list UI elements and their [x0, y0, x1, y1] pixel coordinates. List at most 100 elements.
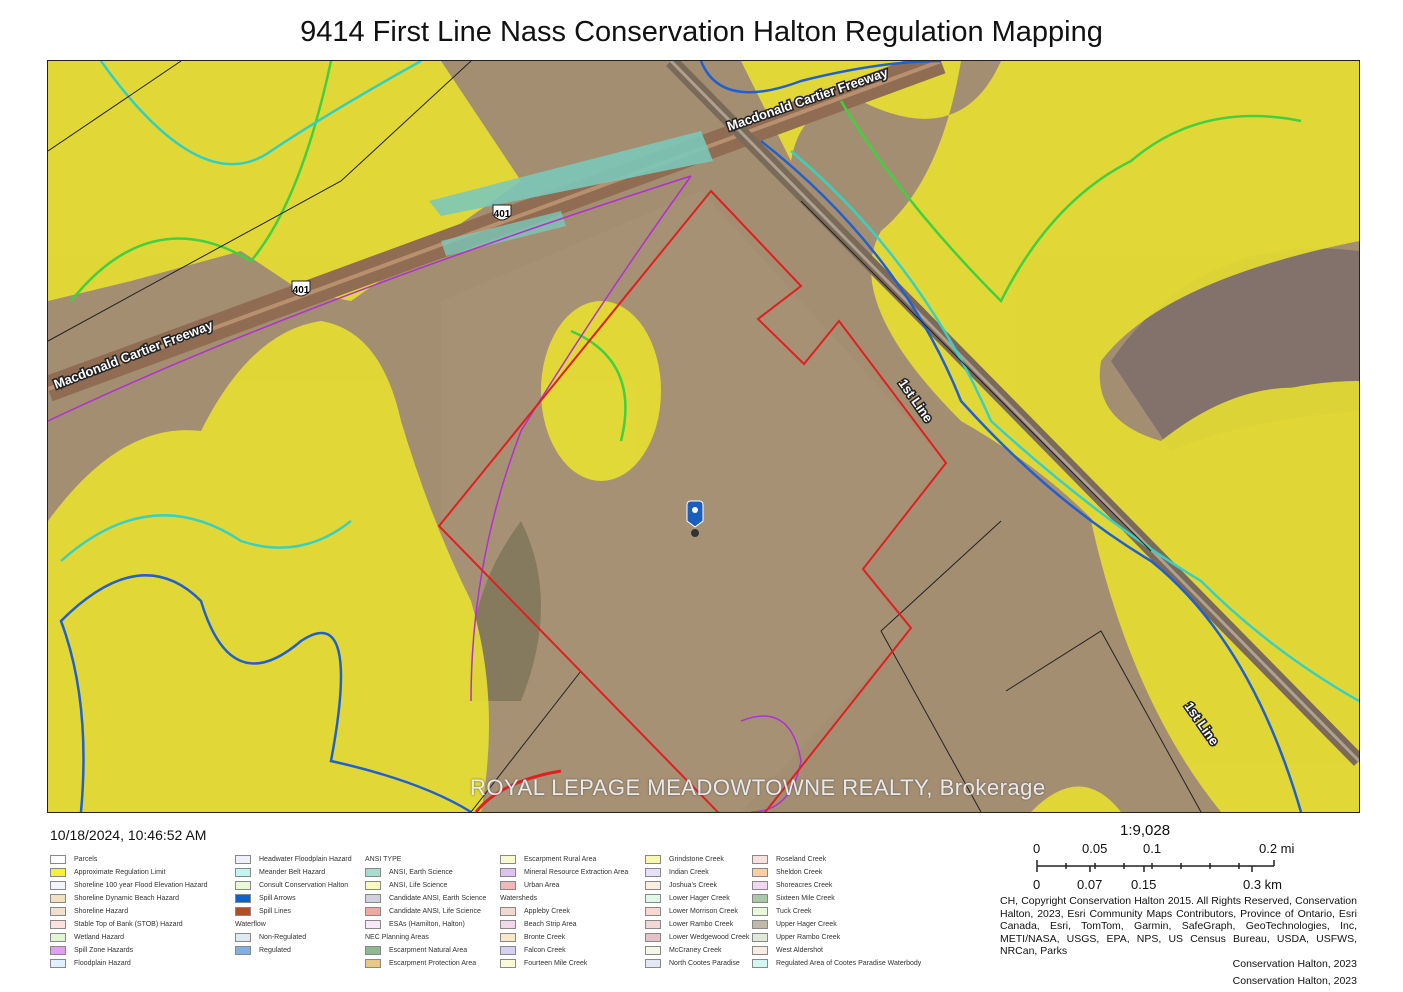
legend-label: Meander Belt Hazard	[259, 869, 326, 876]
shield-number: 401	[494, 209, 511, 220]
credit-line: Conservation Halton, 2023	[1232, 958, 1357, 970]
legend-item: Escarpment Rural Area	[500, 853, 628, 866]
legend-item: ANSI, Earth Science	[365, 866, 486, 879]
legend-heading: ANSI TYPE	[365, 856, 402, 863]
legend-item: Regulated	[235, 944, 352, 957]
legend-label: Grindstone Creek	[669, 856, 724, 863]
legend-label: North Cootes Paradise	[669, 960, 740, 967]
legend-swatch	[235, 933, 251, 942]
legend-label: Roseland Creek	[776, 856, 827, 863]
legend-swatch	[500, 868, 516, 877]
map-view[interactable]: Macdonald Cartier Freeway Macdonald Cart…	[47, 60, 1360, 813]
legend-swatch	[645, 920, 661, 929]
legend-label: Spill Zone Hazards	[74, 947, 134, 954]
legend-label: Spill Lines	[259, 908, 291, 915]
subject-parcel-boundary	[437, 189, 948, 812]
legend-label: Upper Hager Creek	[776, 921, 837, 928]
highway-shield: 401 401	[291, 204, 512, 297]
scale-tick: 0	[1033, 877, 1041, 892]
legend-label: ESAs (Hamilton, Halton)	[389, 921, 465, 928]
legend-label: Floodplain Hazard	[74, 960, 131, 967]
legend-item: Shoreline Dynamic Beach Hazard	[50, 892, 207, 905]
legend-swatch	[645, 881, 661, 890]
legend-item: Meander Belt Hazard	[235, 866, 352, 879]
legend-item: ESAs (Hamilton, Halton)	[365, 918, 486, 931]
legend-item: Falcon Creek	[500, 944, 628, 957]
legend-heading: Waterflow	[235, 921, 266, 928]
legend-swatch	[645, 894, 661, 903]
map-credits: CH, Copyright Conservation Halton 2015. …	[1000, 895, 1357, 957]
legend-item: McCraney Creek	[645, 944, 749, 957]
scale-tick: 0.07	[1077, 877, 1103, 892]
legend-label: Stable Top of Bank (STOB) Hazard	[74, 921, 183, 928]
legend-label: Tuck Creek	[776, 908, 812, 915]
credit-line: Conservation Halton, 2023	[1232, 975, 1357, 987]
legend-heading: Watersheds	[500, 895, 538, 902]
legend-label: McCraney Creek	[669, 947, 722, 954]
legend-label: Sheldon Creek	[776, 869, 823, 876]
legend-swatch	[50, 920, 66, 929]
scale-tick: 0.3 km	[1243, 877, 1283, 892]
map-canvas: Macdonald Cartier Freeway Macdonald Cart…	[48, 61, 1359, 812]
legend-item: North Cootes Paradise	[645, 957, 749, 970]
legend-item: Upper Rambo Creek	[752, 931, 921, 944]
legend-swatch	[500, 933, 516, 942]
legend-label: Candidate ANSI, Life Science	[389, 908, 481, 915]
legend-label: Headwater Floodplain Hazard	[259, 856, 352, 863]
legend-item: ANSI, Life Science	[365, 879, 486, 892]
legend-swatch	[752, 920, 768, 929]
legend-label: ANSI, Life Science	[389, 882, 448, 889]
legend-label: Upper Rambo Creek	[776, 934, 841, 941]
legend-swatch	[365, 894, 381, 903]
legend-heading: NEC Planning Areas	[365, 934, 429, 941]
legend-label: Shoreline Dynamic Beach Hazard	[74, 895, 180, 902]
legend-item: West Aldershot	[752, 944, 921, 957]
legend-item: Escarpment Natural Area	[365, 944, 486, 957]
legend-item: Sheldon Creek	[752, 866, 921, 879]
legend-item: Candidate ANSI, Life Science	[365, 905, 486, 918]
legend-swatch	[365, 946, 381, 955]
map-pin-icon[interactable]	[686, 500, 704, 537]
legend-swatch	[50, 894, 66, 903]
legend-item: Candidate ANSI, Earth Science	[365, 892, 486, 905]
legend-swatch	[752, 933, 768, 942]
legend-label: Parcels	[74, 856, 98, 863]
legend-label: Bronte Creek	[524, 934, 566, 941]
legend-label: Approximate Regulation Limit	[74, 869, 166, 876]
legend-label: Regulated Area of Cootes Paradise Waterb…	[776, 960, 922, 967]
legend-item: Wetland Hazard	[50, 931, 207, 944]
legend-swatch	[500, 946, 516, 955]
legend-column-3: ANSI TYPE ANSI, Earth Science ANSI, Life S…	[365, 853, 486, 970]
legend-item: Bronte Creek	[500, 931, 628, 944]
legend-item: Lower Wedgewood Creek	[645, 931, 749, 944]
legend-column-2: Headwater Floodplain Hazard Meander Belt …	[235, 853, 352, 957]
legend-label: Shoreline 100 year Flood Elevation Hazar…	[74, 882, 208, 889]
legend-label: Escarpment Natural Area	[389, 947, 468, 954]
legend-swatch	[645, 868, 661, 877]
legend-item: Sixteen Mile Creek	[752, 892, 921, 905]
legend-swatch	[752, 868, 768, 877]
legend-label: Regulated	[259, 947, 291, 954]
legend-label: Shoreline Hazard	[74, 908, 129, 915]
legend-swatch	[365, 881, 381, 890]
legend-label: Lower Wedgewood Creek	[669, 934, 750, 941]
legend-swatch	[500, 907, 516, 916]
legend-column-1: Parcels Approximate Regulation Limit Shore…	[50, 853, 207, 970]
legend-label: Consult Conservation Halton	[259, 882, 349, 889]
legend-swatch	[500, 920, 516, 929]
legend-item: Shoreacres Creek	[752, 879, 921, 892]
legend-item: Shoreline Hazard	[50, 905, 207, 918]
scale-bar-graphic	[1036, 860, 1275, 872]
legend-label: Joshua's Creek	[669, 882, 718, 889]
legend-swatch	[365, 907, 381, 916]
legend-column-5: Grindstone Creek Indian Creek Joshua's Cre…	[645, 853, 749, 970]
legend-swatch	[50, 933, 66, 942]
legend-label: Appleby Creek	[524, 908, 570, 915]
legend-label: ANSI, Earth Science	[389, 869, 453, 876]
legend-item: Escarpment Protection Area	[365, 957, 486, 970]
legend-swatch	[645, 907, 661, 916]
legend-label: Mineral Resource Extraction Area	[524, 869, 629, 876]
legend-item: Upper Hager Creek	[752, 918, 921, 931]
highway-401	[48, 61, 946, 402]
legend-item: Roseland Creek	[752, 853, 921, 866]
